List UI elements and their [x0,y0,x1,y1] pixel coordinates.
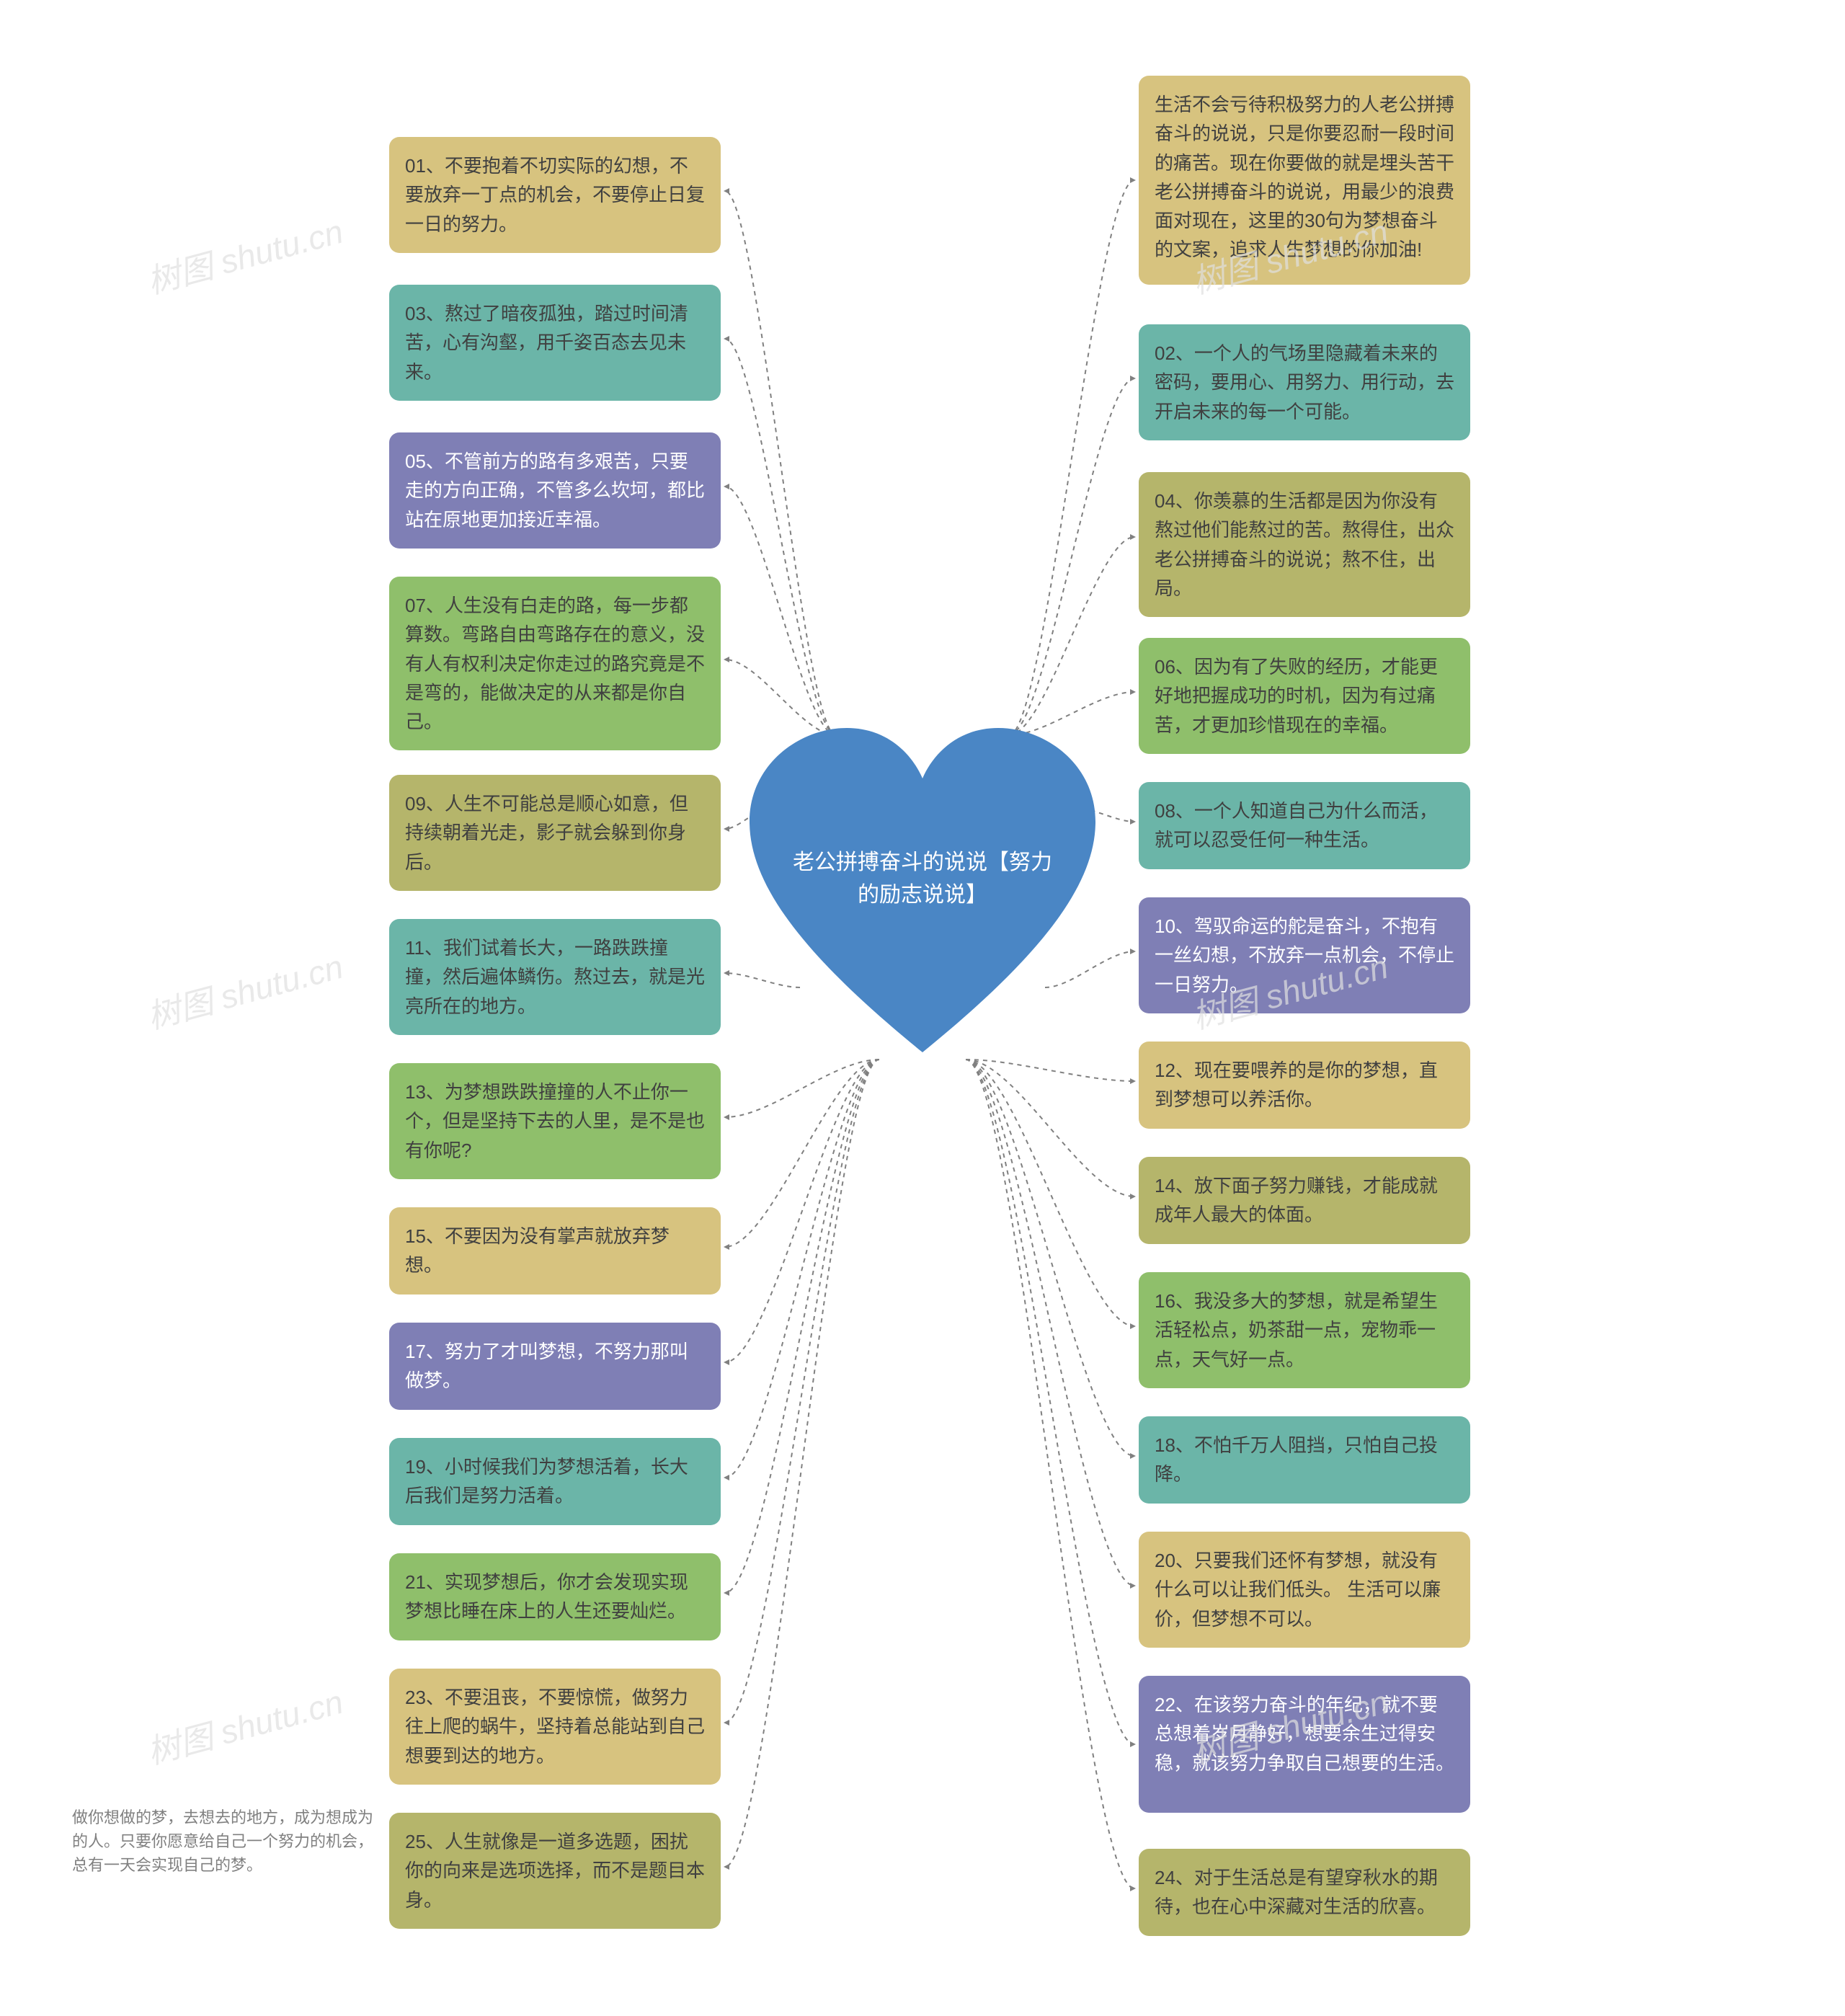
right-node-11: 22、在该努力奋斗的年纪，就不要总想着岁月静好，想要余生过得安稳，就该努力争取自… [1139,1676,1470,1813]
left-node-7: 15、不要因为没有掌声就放弃梦想。 [389,1207,721,1295]
left-node-5: 11、我们试着长大，一路跌跌撞撞，然后遍体鳞伤。熬过去，就是光亮所在的地方。 [389,919,721,1035]
right-node-5: 10、驾驭命运的舵是奋斗，不抱有一丝幻想，不放弃一点机会，不停止一日努力。 [1139,897,1470,1013]
right-node-8: 16、我没多大的梦想，就是希望生活轻松点，奶茶甜一点，宠物乖一点，天气好一点。 [1139,1272,1470,1388]
right-node-12: 24、对于生活总是有望穿秋水的期待，也在心中深藏对生活的欣喜。 [1139,1849,1470,1936]
left-node-3: 07、人生没有白走的路，每一步都算数。弯路自由弯路存在的意义，没有人有权利决定你… [389,577,721,750]
left-node-12: 25、人生就像是一道多选题，困扰你的向来是选项选择，而不是题目本身。 [389,1813,721,1929]
watermark-4: 树图 shutu.cn [141,1676,347,1774]
footnote-text: 做你想做的梦，去想去的地方，成为想成为的人。只要你愿意给自己一个努力的机会，总有… [72,1806,375,1877]
right-node-1: 02、一个人的气场里隐藏着未来的密码，要用心、用努力、用行动，去开启未来的每一个… [1139,324,1470,440]
right-node-9: 18、不怕千万人阻挡，只怕自己投降。 [1139,1416,1470,1504]
left-node-11: 23、不要沮丧，不要惊慌，做努力往上爬的蜗牛，坚持着总能站到自己想要到达的地方。 [389,1669,721,1785]
left-node-8: 17、努力了才叫梦想，不努力那叫做梦。 [389,1323,721,1410]
left-node-6: 13、为梦想跌跌撞撞的人不止你一个，但是坚持下去的人里，是不是也有你呢? [389,1063,721,1179]
left-node-1: 03、熬过了暗夜孤独，踏过时间清苦，心有沟壑，用千姿百态去见未来。 [389,285,721,401]
right-node-10: 20、只要我们还怀有梦想，就没有什么可以让我们低头。 生活可以廉价，但梦想不可以… [1139,1532,1470,1648]
watermark-2: 树图 shutu.cn [141,941,347,1039]
center-title: 老公拼搏奋斗的说说【努力的励志说说】 [789,846,1056,911]
left-node-0: 01、不要抱着不切实际的幻想，不要放弃一丁点的机会，不要停止日复一日的努力。 [389,137,721,253]
right-node-4: 08、一个人知道自己为什么而活，就可以忍受任何一种生活。 [1139,782,1470,869]
right-node-7: 14、放下面子努力赚钱，才能成就成年人最大的体面。 [1139,1157,1470,1244]
left-node-2: 05、不管前方的路有多艰苦，只要走的方向正确，不管多么坎坷，都比站在原地更加接近… [389,432,721,549]
right-node-6: 12、现在要喂养的是你的梦想，直到梦想可以养活你。 [1139,1042,1470,1129]
left-node-9: 19、小时候我们为梦想活着，长大后我们是努力活着。 [389,1438,721,1525]
right-node-3: 06、因为有了失败的经历，才能更好地把握成功的时机，因为有过痛苦，才更加珍惜现在… [1139,638,1470,754]
right-node-0: 生活不会亏待积极努力的人老公拼搏奋斗的说说，只是你要忍耐一段时间的痛苦。现在你要… [1139,76,1470,285]
left-node-4: 09、人生不可能总是顺心如意，但持续朝着光走，影子就会躲到你身后。 [389,775,721,891]
center-heart: 老公拼搏奋斗的说说【努力的励志说说】 [735,706,1110,1081]
left-node-10: 21、实现梦想后，你才会发现实现梦想比睡在床上的人生还要灿烂。 [389,1553,721,1640]
watermark-0: 树图 shutu.cn [141,205,347,303]
right-node-2: 04、你羡慕的生活都是因为你没有熬过他们能熬过的苦。熬得住，出众老公拼搏奋斗的说… [1139,472,1470,617]
